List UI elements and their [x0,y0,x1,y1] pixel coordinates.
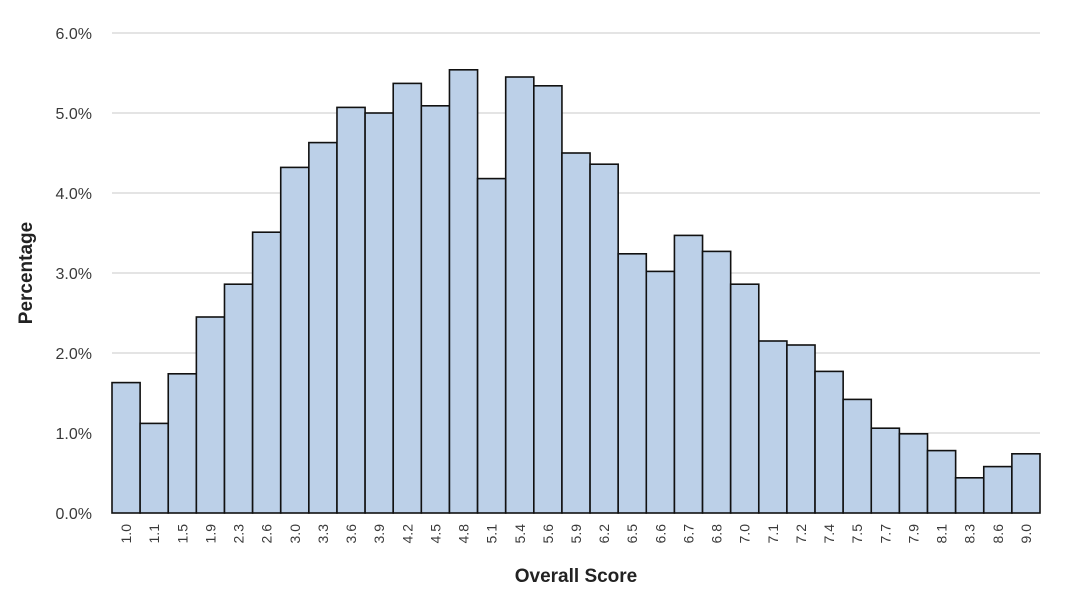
x-tick-label: 5.1 [484,524,500,544]
bar-8.1 [926,449,957,514]
x-tick-label: 7.9 [905,524,921,544]
bar-5.6 [533,85,563,514]
x-tick-label: 1.0 [118,524,134,544]
bar-7.4 [814,370,844,514]
x-tick-label: 7.0 [737,524,753,544]
bar-1.1 [139,422,170,514]
x-tick-label: 1.5 [174,524,190,544]
bar-3.3 [308,141,338,514]
bar-4.8 [448,69,479,514]
x-tick-label: 6.8 [709,524,725,544]
x-tick-label: 6.7 [680,524,696,544]
y-tick-label: 1.0% [56,426,92,443]
x-tick-label: 9.0 [1018,524,1034,544]
bar-2.3 [223,283,254,514]
bar-8.3 [954,476,985,514]
bar-4.2 [392,82,423,514]
bar-1.9 [195,316,226,514]
y-tick-label: 4.0% [56,186,92,203]
bar-7.2 [786,344,816,514]
x-tick-label: 4.2 [399,524,415,544]
bar-1.0 [111,381,141,514]
y-tick-label: 6.0% [56,26,92,43]
x-tick-label: 4.8 [456,524,472,544]
y-axis-ticks: 0.0% 1.0% 2.0% 3.0% 4.0% 5.0% 6.0% [56,26,92,523]
x-tick-label: 5.9 [568,524,584,544]
y-tick-label: 3.0% [56,266,92,283]
bar-7.7 [870,427,901,514]
x-tick-label: 5.6 [540,524,556,544]
y-axis-title: Percentage [16,222,37,324]
bar-7.1 [757,340,788,514]
x-tick-label: 6.5 [624,524,640,544]
bar-5.4 [504,76,535,514]
bar-7.9 [898,432,929,514]
x-tick-label: 8.6 [990,524,1006,544]
y-tick-label: 0.0% [56,506,92,523]
x-tick-label: 7.1 [765,524,781,544]
bar-1.5 [167,372,198,514]
bar-8.6 [982,465,1013,514]
x-tick-label: 1.1 [146,524,162,544]
bar-6.8 [701,250,732,514]
x-tick-label: 7.5 [849,524,865,544]
bar-5.9 [561,152,591,514]
bar-7.5 [842,398,873,514]
x-tick-label: 8.3 [962,524,978,544]
bars [111,69,1041,514]
x-tick-label: 3.6 [343,524,359,544]
x-tick-label: 7.4 [821,524,837,544]
x-tick-label: 3.3 [315,524,331,544]
x-axis-ticks: 1.0 1.1 1.5 1.9 2.3 2.6 3.0 3.3 3.6 3.9 4.2 4.5 4.8 5… [118,524,1034,544]
x-tick-label: 8.1 [934,524,950,544]
x-tick-label: 7.7 [877,524,893,544]
x-tick-label: 7.2 [793,524,809,544]
bar-7.0 [729,283,760,514]
bar-6.2 [589,163,619,514]
x-tick-label: 5.4 [512,524,528,544]
x-tick-label: 3.9 [371,524,387,544]
y-tick-label: 5.0% [56,106,92,123]
bar-2.6 [251,231,282,514]
x-tick-label: 6.2 [596,524,612,544]
bar-3.0 [279,166,310,514]
bar-3.9 [364,112,395,514]
x-tick-label: 2.6 [259,524,275,544]
x-tick-label: 4.5 [427,524,443,544]
x-tick-label: 1.9 [202,524,218,544]
bar-3.6 [336,106,366,514]
x-axis-title: Overall Score [515,566,638,587]
bar-6.5 [617,253,648,514]
bar-5.1 [476,177,507,514]
bar-9.0 [1011,452,1041,514]
bar-6.7 [673,234,704,514]
bar-4.5 [420,105,451,514]
x-tick-label: 3.0 [287,524,303,544]
x-tick-label: 6.6 [652,524,668,544]
bar-6.6 [645,270,676,514]
y-tick-label: 2.0% [56,346,92,363]
x-tick-label: 2.3 [231,524,247,544]
